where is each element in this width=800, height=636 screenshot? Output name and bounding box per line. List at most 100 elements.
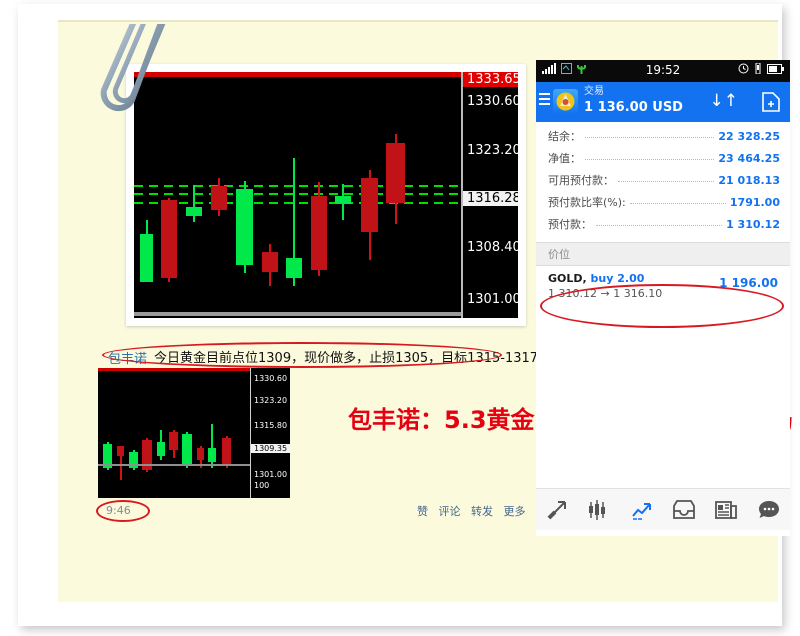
candle: [169, 430, 178, 458]
thumb-price-tick: 1301.00: [254, 470, 288, 479]
app-bar-title: 交易: [584, 86, 604, 97]
account-value: 1 310.12: [726, 218, 780, 231]
app-bar-balance: 1 136.00 USD: [584, 100, 683, 115]
candle: [161, 198, 177, 282]
candle: [197, 446, 204, 468]
section-header-prices: 价位: [536, 242, 790, 266]
account-value: 21 018.13: [718, 174, 780, 187]
account-row: 预付款： 1 310.12: [548, 216, 780, 232]
app-logo-icon[interactable]: [553, 89, 578, 114]
timestamp-wrap: 9:46: [96, 500, 150, 522]
candle: [311, 182, 327, 276]
candle: [157, 430, 165, 460]
main-chart-plot[interactable]: [134, 72, 461, 318]
photo-card: 1333.65 1330.60 1323.20 1316.28 1308.40 …: [18, 4, 793, 626]
dotted-leader: [596, 225, 723, 226]
account-label: 预付款比率(%):: [548, 196, 626, 209]
social-actions: 赞 评论 转发 更多 ▼: [410, 503, 544, 519]
sync-icon: [561, 63, 572, 74]
candle: [103, 442, 112, 470]
status-time: 19:52: [645, 63, 681, 77]
author-tag[interactable]: 包丰诺: [108, 352, 148, 367]
sort-toggle-icon[interactable]: ↓↑: [709, 91, 739, 111]
candle: [140, 220, 153, 282]
position-prices: 1 310.12 → 1 316.10: [548, 287, 778, 300]
candlestick-chart-icon[interactable]: [584, 496, 614, 524]
cream-page: 1333.65 1330.60 1323.20 1316.28 1308.40 …: [58, 5, 793, 602]
position-symbol-line: GOLD, buy 2.00: [548, 272, 778, 285]
app-bar-text: 交易 1 136.00 USD: [584, 85, 683, 116]
signal-bars-icon: [542, 63, 556, 74]
price-tick-top: 1333.65: [463, 72, 518, 87]
status-left-icons: [542, 63, 586, 74]
thumb-price-tick: 1330.60: [254, 374, 288, 383]
add-document-icon[interactable]: [762, 92, 780, 116]
price-tick-current: 1316.28: [463, 191, 518, 206]
status-right-icons: [738, 63, 784, 74]
account-value: 23 464.25: [718, 152, 780, 165]
position-row[interactable]: GOLD, buy 2.00 1 310.12 → 1 316.10 1 196…: [536, 266, 790, 328]
like-button[interactable]: 赞: [417, 505, 428, 518]
position-symbol: GOLD,: [548, 272, 587, 285]
account-row: 净值： 23 464.25: [548, 150, 780, 166]
price-tick: 1308.40: [467, 240, 518, 255]
trade-line-icon[interactable]: [627, 496, 657, 524]
thumb-price-tick: 1315.80: [254, 421, 288, 430]
position-current-price: 1 316.10: [613, 287, 663, 300]
thumbnail-price-axis: 1330.60 1323.20 1315.80 1309.35 1301.00 …: [250, 368, 290, 498]
candle: [211, 178, 227, 216]
hamburger-menu-icon[interactable]: [539, 93, 550, 108]
chart-bottom-axis-line: [134, 312, 461, 316]
position-profit: 1 196.00: [719, 276, 778, 290]
account-label: 净值：: [548, 152, 581, 165]
arrow-right-icon: →: [600, 287, 610, 300]
thumb-top-red-line: [98, 368, 250, 371]
candle: [182, 432, 192, 468]
more-button[interactable]: 更多: [503, 505, 526, 518]
position-open-price: 1 310.12: [548, 287, 597, 300]
main-chart-inner: 1333.65 1330.60 1323.20 1316.28 1308.40 …: [134, 72, 518, 318]
account-row: 可用预付款： 21 018.13: [548, 172, 780, 188]
candle: [186, 185, 202, 222]
candle: [236, 181, 253, 273]
account-value: 1791.00: [729, 196, 780, 209]
account-label: 结余：: [548, 130, 581, 143]
account-label: 预付款：: [548, 218, 592, 231]
repost-button[interactable]: 转发: [471, 505, 493, 518]
account-value: 22 328.25: [718, 130, 780, 143]
post-caption-text: 今日黄金目前点位1309，现价做多，止损1305，目标1315-1317: [154, 351, 539, 366]
phone-screenshot: 19:52: [536, 60, 790, 536]
battery-icon: [767, 63, 784, 74]
price-tick: 1301.00: [467, 292, 518, 307]
candle: [335, 184, 351, 220]
chat-icon[interactable]: [754, 496, 784, 524]
thumb-price-tick-current: 1309.35: [251, 444, 290, 453]
dotted-leader: [618, 181, 715, 182]
main-chart-price-axis[interactable]: 1333.65 1330.60 1323.20 1316.28 1308.40 …: [461, 72, 518, 318]
thumb-baseline: [98, 464, 250, 466]
candle: [142, 438, 152, 472]
bottom-tab-bar: [536, 488, 790, 530]
thumbnail-chart[interactable]: 1330.60 1323.20 1315.80 1309.35 1301.00 …: [98, 368, 290, 498]
inbox-icon[interactable]: [669, 496, 699, 524]
account-row: 结余： 22 328.25: [548, 128, 780, 144]
alarm-icon: [738, 63, 749, 74]
quotes-arrow-icon[interactable]: [542, 496, 572, 524]
main-chart-card: 1333.65 1330.60 1323.20 1316.28 1308.40 …: [126, 64, 526, 326]
candle: [222, 436, 231, 468]
account-row: 预付款比率(%): 1791.00: [548, 194, 780, 210]
app-bar: 交易 1 136.00 USD ↓↑: [536, 82, 790, 122]
vibrate-icon: [755, 63, 761, 74]
price-tick: 1323.20: [467, 143, 518, 158]
comment-button[interactable]: 评论: [438, 505, 461, 518]
candle: [386, 134, 405, 224]
account-summary: 结余： 22 328.25 净值： 23 464.25 可用预付款： 21 01…: [536, 122, 790, 240]
thumbnail-chart-plot: [98, 368, 250, 498]
candle: [129, 450, 138, 470]
candle: [262, 244, 278, 286]
post-timestamp: 9:46: [106, 504, 131, 517]
dotted-leader: [585, 137, 715, 138]
candle: [208, 424, 216, 468]
news-icon[interactable]: [711, 496, 741, 524]
